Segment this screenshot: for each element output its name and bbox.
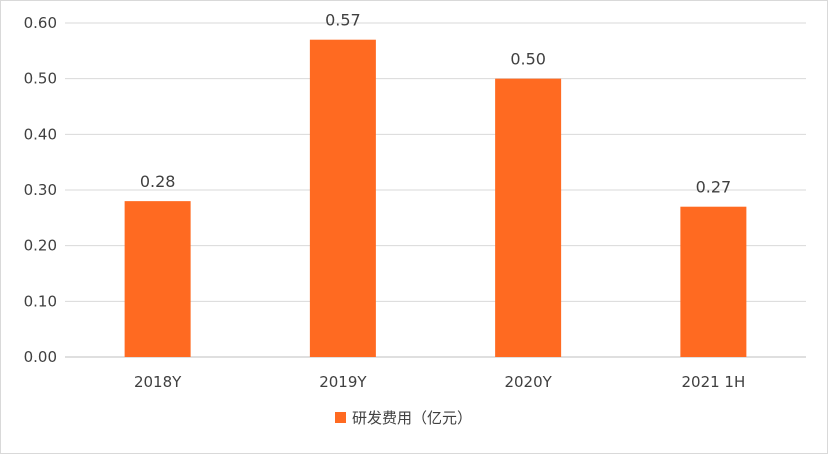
legend-swatch <box>335 412 346 423</box>
bars <box>124 39 747 358</box>
y-tick-label: 0.00 <box>24 348 57 366</box>
data-label: 0.27 <box>696 178 732 197</box>
x-category-label: 2019Y <box>319 373 367 391</box>
data-label: 0.28 <box>140 172 176 191</box>
bar-2 <box>309 39 376 357</box>
y-tick-label: 0.10 <box>24 292 57 310</box>
data-label: 0.57 <box>325 11 361 30</box>
bar-4 <box>680 206 747 357</box>
y-tick-label: 0.40 <box>24 125 57 143</box>
y-tick-label: 0.60 <box>24 14 57 32</box>
y-tick-label: 0.30 <box>24 181 57 199</box>
legend-label: 研发费用（亿元） <box>352 409 472 427</box>
y-tick-label: 0.50 <box>24 70 57 88</box>
x-axis-labels: 2018Y 2019Y 2020Y 2021 1H <box>134 373 745 391</box>
x-category-label: 2018Y <box>134 373 182 391</box>
data-label: 0.50 <box>510 50 546 69</box>
x-category-label: 2021 1H <box>681 373 745 391</box>
data-labels: 0.28 0.57 0.50 0.27 <box>140 11 731 197</box>
x-category-label: 2020Y <box>504 373 552 391</box>
y-axis-ticks: 0.00 0.10 0.20 0.30 0.40 0.50 0.60 <box>24 14 57 366</box>
bar-3 <box>495 78 562 358</box>
y-tick-label: 0.20 <box>24 237 57 255</box>
legend: 研发费用（亿元） <box>335 409 472 427</box>
bar-1 <box>124 201 191 357</box>
